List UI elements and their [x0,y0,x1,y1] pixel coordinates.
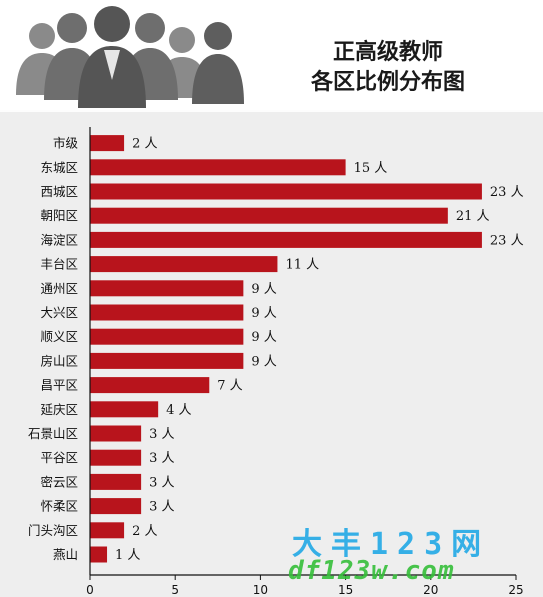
category-label: 东城区 [40,160,78,175]
bar [90,377,210,394]
data-label: 3 人 [149,475,174,490]
data-label: 11 人 [285,258,319,273]
category-label: 燕山 [53,547,78,562]
bar [90,207,448,224]
chart-title-line-2: 各区比例分布图 [310,69,465,95]
people-silhouettes-icon [16,6,244,108]
plot-panel: 市级 2 人东城区 15 人西城区 23 人朝阳区 21 人海淀区 23 人丰台区 11 人… [0,112,543,597]
bar [90,546,108,563]
data-label: 15 人 [354,161,388,176]
category-label: 市级 [53,136,79,151]
bar [90,231,482,248]
bar [90,159,346,176]
data-label: 9 人 [251,330,276,345]
category-label: 顺义区 [40,329,78,344]
category-label: 朝阳区 [40,208,78,223]
x-tick-label: 25 [508,583,523,597]
bar [90,304,244,321]
data-label: 3 人 [149,427,174,442]
header-banner: 正高级教师 各区比例分布图 [0,0,543,110]
bar [90,498,142,515]
data-label: 2 人 [132,137,157,152]
x-tick-label: 20 [423,583,438,597]
bar [90,522,125,539]
category-label: 石景山区 [28,426,78,441]
category-label: 密云区 [40,474,78,489]
data-label: 3 人 [149,451,174,466]
category-label: 延庆区 [40,402,78,417]
category-label: 海淀区 [40,232,78,247]
bar [90,425,142,442]
category-label: 通州区 [40,281,78,296]
bar [90,183,482,200]
data-label: 9 人 [251,306,276,321]
category-label: 大兴区 [40,305,78,320]
data-label: 9 人 [251,282,276,297]
data-label: 7 人 [217,379,242,394]
x-tick-label: 0 [86,583,94,597]
bar [90,328,244,345]
data-label: 9 人 [251,354,276,369]
category-label: 房山区 [40,353,78,368]
category-label: 西城区 [40,184,78,199]
chart-title-line-1: 正高级教师 [332,39,443,65]
data-label: 4 人 [166,403,191,418]
person-silhouette-icon [192,22,244,104]
bar [90,449,142,466]
bar [90,401,159,418]
category-label: 怀柔区 [40,499,78,514]
x-tick-label: 5 [171,583,179,597]
data-label: 21 人 [456,209,490,224]
person-silhouette-icon [78,6,146,108]
watermark-line-1: 大丰123网 [292,527,491,562]
data-label: 23 人 [490,233,524,248]
data-label: 2 人 [132,524,157,539]
data-label: 1 人 [115,548,140,563]
data-label: 23 人 [490,185,524,200]
watermark-line-2: df123w.com [288,556,455,586]
category-label: 门头沟区 [28,523,78,538]
bar [90,256,278,273]
bar [90,135,125,152]
category-label: 丰台区 [40,257,78,272]
bar [90,473,142,490]
bar [90,280,244,297]
bar [90,352,244,369]
data-label: 3 人 [149,500,174,515]
x-tick-label: 15 [338,583,353,597]
x-tick-label: 10 [253,583,268,597]
category-label: 昌平区 [40,378,78,393]
category-label: 平谷区 [40,450,78,465]
